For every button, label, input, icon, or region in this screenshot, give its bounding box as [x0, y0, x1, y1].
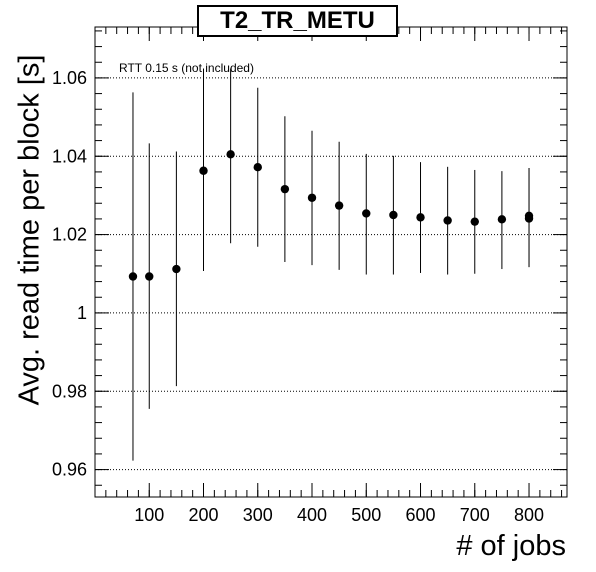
data-point [470, 217, 479, 226]
data-point [416, 213, 425, 222]
rtt-annotation: RTT 0.15 s (not included) [119, 61, 254, 75]
data-point [253, 163, 262, 172]
x-tick-labels: 100 200 300 400 500 600 700 800 [134, 505, 544, 525]
y-axis-label: Avg. read time per block [s] [13, 54, 46, 406]
data-point [280, 184, 290, 194]
x-tick-label: 800 [514, 505, 544, 525]
x-tick-label: 600 [405, 505, 435, 525]
grid-lines [95, 77, 567, 471]
plot-frame [94, 26, 568, 498]
error-bars [132, 68, 530, 461]
x-axis-label: # of jobs [456, 530, 566, 562]
data-point [524, 214, 534, 223]
data-point [145, 272, 154, 281]
chart-title: T2_TR_METU [197, 5, 398, 37]
data-markers [128, 150, 534, 281]
y-tick-label: 1 [77, 303, 87, 323]
data-point [443, 216, 452, 225]
data-point [199, 166, 208, 175]
y-tick-label: 1.04 [52, 146, 87, 166]
data-point [497, 215, 507, 224]
y-tick-label: 0.96 [52, 460, 87, 480]
data-point [362, 209, 371, 218]
data-point [172, 264, 181, 274]
axis-ticks [95, 27, 567, 497]
x-tick-label: 400 [297, 505, 327, 525]
data-point [307, 193, 317, 202]
x-tick-label: 100 [134, 505, 164, 525]
y-tick-labels: 0.96 0.98 1 1.02 1.04 1.06 [52, 68, 87, 480]
x-tick-label: 200 [188, 505, 218, 525]
data-point [334, 201, 344, 210]
x-tick-label: 700 [460, 505, 490, 525]
data-point [128, 272, 138, 281]
data-point [226, 150, 235, 159]
y-tick-label: 0.98 [52, 381, 87, 401]
y-tick-label: 1.02 [52, 225, 87, 245]
x-tick-label: 300 [243, 505, 273, 525]
data-point [389, 210, 398, 220]
x-tick-label: 500 [351, 505, 381, 525]
y-tick-label: 1.06 [52, 68, 87, 88]
